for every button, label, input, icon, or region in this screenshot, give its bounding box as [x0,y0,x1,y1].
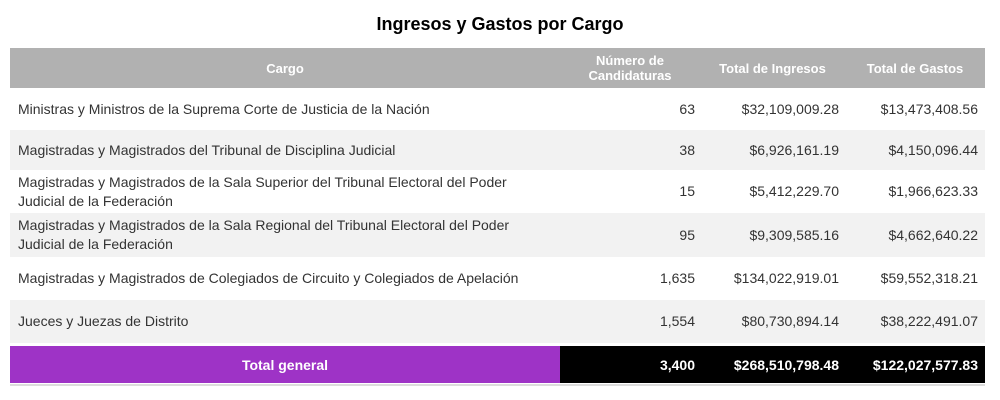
table-header-row: Cargo Número de Candidaturas Total de In… [10,48,985,88]
gastos-cell: $4,150,096.44 [888,141,978,158]
column-header-ingresos: Total de Ingresos [719,60,826,76]
total-row: Total general 3,400 $268,510,798.48 $122… [10,346,985,383]
candidaturas-cell: 1,635 [659,270,695,286]
total-ingresos-cell: $268,510,798.48 [700,346,845,383]
table-row: Jueces y Juezas de Distrito 1,554 $80,73… [10,300,985,343]
total-label-cell: Total general [10,346,560,383]
gastos-cell: $38,222,491.07 [880,313,978,329]
candidaturas-cell: 1,554 [659,313,695,329]
table-row: Magistradas y Magistrados de Colegiados … [10,257,985,300]
gastos-cell: $13,473,408.56 [880,100,978,117]
ingresos-cell: $32,109,009.28 [741,100,839,117]
column-header-gastos: Total de Gastos [866,60,964,76]
table-row: Ministras y Ministros de la Suprema Cort… [10,88,985,130]
table-row: Magistradas y Magistrados de la Sala Sup… [10,170,985,213]
column-header-cargo: Cargo [266,60,304,76]
cargo-cell: Magistradas y Magistrados de la Sala Reg… [18,217,510,252]
total-gastos-cell: $122,027,577.83 [845,346,985,383]
ingresos-cell: $80,730,894.14 [741,313,839,329]
table-bottom-border [10,384,985,386]
gastos-cell: $59,552,318.21 [880,270,978,286]
cargo-cell: Jueces y Juezas de Distrito [18,313,189,329]
ingresos-cell: $5,412,229.70 [749,183,839,199]
ingresos-cell: $134,022,919.01 [733,270,839,286]
candidaturas-cell: 15 [679,183,695,199]
page-title: Ingresos y Gastos por Cargo [376,14,624,34]
candidaturas-cell: 38 [679,141,695,158]
candidaturas-cell: 63 [679,100,695,117]
cargo-cell: Magistradas y Magistrados del Tribunal d… [18,141,396,158]
ingresos-gastos-table: Cargo Número de Candidaturas Total de In… [10,48,985,386]
ingresos-cell: $9,309,585.16 [749,226,839,243]
gastos-cell: $1,966,623.33 [888,183,978,199]
column-header-candidaturas: Número de Candidaturas [588,53,672,83]
cargo-cell: Ministras y Ministros de la Suprema Cort… [18,100,430,117]
cargo-cell: Magistradas y Magistrados de la Sala Sup… [18,173,507,209]
table-row: Magistradas y Magistrados del Tribunal d… [10,130,985,170]
candidaturas-cell: 95 [679,226,695,243]
gastos-cell: $4,662,640.22 [888,226,978,243]
ingresos-cell: $6,926,161.19 [749,141,839,158]
cargo-cell: Magistradas y Magistrados de Colegiados … [18,270,519,286]
table-row: Magistradas y Magistrados de la Sala Reg… [10,213,985,257]
total-candidaturas-cell: 3,400 [560,346,700,383]
